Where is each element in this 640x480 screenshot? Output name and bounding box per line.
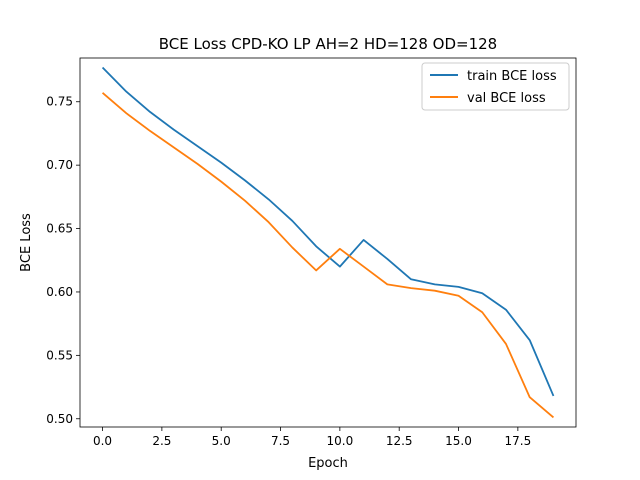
- y-axis-ticks: 0.50 0.55 0.60 0.65 0.70 0.75: [46, 95, 80, 426]
- x-tick-label: 0.0: [93, 434, 112, 448]
- plot-frame: [79, 57, 577, 428]
- x-tick-label: 15.0: [445, 434, 472, 448]
- chart-title: BCE Loss CPD-KO LP AH=2 HD=128 OD=128: [159, 35, 497, 53]
- lines-layer: [101, 66, 555, 419]
- series-line-0: [101, 66, 555, 397]
- x-tick-label: 12.5: [386, 434, 413, 448]
- x-tick-label: 10.0: [327, 434, 354, 448]
- y-tick-label: 0.60: [46, 285, 73, 299]
- x-tick-label: 7.5: [271, 434, 290, 448]
- y-tick-label: 0.50: [46, 412, 73, 426]
- y-tick-label: 0.75: [46, 95, 73, 109]
- x-axis-ticks: 0.0 2.5 5.0 7.5 10.0 12.5 15.0 17.5: [93, 427, 531, 448]
- plot-area: [80, 58, 576, 427]
- x-axis-label: Epoch: [308, 456, 348, 471]
- legend-label-train: train BCE loss: [467, 69, 557, 84]
- legend: train BCE loss val BCE loss: [421, 62, 570, 111]
- axes-layer: [79, 57, 577, 428]
- series-line-1: [101, 92, 555, 419]
- legend-label-val: val BCE loss: [467, 91, 546, 106]
- legend-box: [421, 62, 570, 111]
- y-axis-label: BCE Loss: [19, 213, 34, 272]
- y-tick-label: 0.70: [46, 158, 73, 172]
- x-tick-label: 2.5: [152, 434, 171, 448]
- y-tick-label: 0.55: [46, 348, 73, 362]
- y-tick-label: 0.65: [46, 222, 73, 236]
- x-tick-label: 5.0: [212, 434, 231, 448]
- x-tick-label: 17.5: [504, 434, 531, 448]
